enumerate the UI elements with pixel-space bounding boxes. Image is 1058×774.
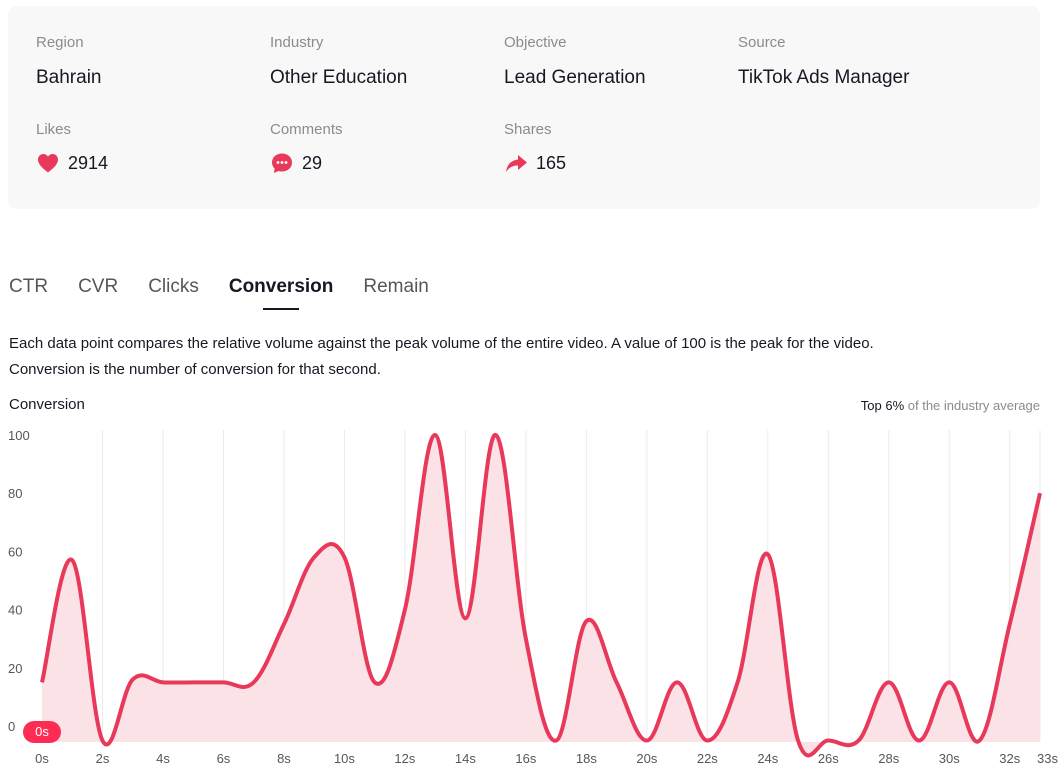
metric-tabs: CTR CVR Clicks Conversion Remain [9,276,459,310]
chart-description: Each data point compares the relative vo… [9,331,1039,383]
x-tick-label: 32s [999,751,1020,766]
region-value: Bahrain [36,67,102,88]
objective-value: Lead Generation [504,67,646,88]
x-tick-label: 8s [277,751,291,766]
chart-title: Conversion [9,396,85,413]
likes-label: Likes [36,121,72,138]
x-tick-label: 18s [576,751,597,766]
y-tick-label: 20 [8,661,22,676]
x-tick-label: 2s [96,751,110,766]
industry-cell: Industry Other Education [270,34,407,90]
y-tick-label: 60 [8,544,22,559]
shares-cell: Shares 165 [504,121,566,175]
shares-label: Shares [504,121,552,138]
x-tick-label: 0s [35,751,49,766]
x-tick-label: 10s [334,751,355,766]
tab-cvr[interactable]: CVR [78,276,119,297]
comments-label: Comments [270,121,343,138]
industry-rank-rest: of the industry average [904,398,1040,413]
likes-value: 2914 [68,152,109,173]
x-tick-label: 6s [217,751,231,766]
comments-value: 29 [302,152,323,173]
source-label: Source [738,34,786,51]
tab-remain[interactable]: Remain [363,276,429,297]
x-tick-label: 14s [455,751,476,766]
x-tick-label: 33s [1037,751,1058,766]
source-value: TikTok Ads Manager [738,67,910,88]
objective-cell: Objective Lead Generation [504,34,646,90]
y-tick-label: 40 [8,603,22,618]
tab-clicks[interactable]: Clicks [148,276,199,297]
tab-conversion[interactable]: Conversion [229,276,333,310]
region-cell: Region Bahrain [36,34,102,90]
x-tick-label: 24s [757,751,778,766]
tab-ctr[interactable]: CTR [9,276,49,297]
ad-info-card: Region Bahrain Industry Other Education … [8,6,1040,209]
description-line-2: Conversion is the number of conversion f… [9,361,381,378]
x-tick-label: 26s [818,751,839,766]
heart-icon [38,154,58,173]
industry-rank: Top 6% of the industry average [861,398,1040,413]
share-icon [506,155,527,172]
source-cell: Source TikTok Ads Manager [738,34,909,90]
description-line-1: Each data point compares the relative vo… [9,335,874,352]
x-tick-label: 20s [636,751,657,766]
playhead-badge[interactable] [23,721,61,743]
playhead-time: 0s [35,724,49,739]
industry-value: Other Education [270,67,408,88]
x-tick-label: 22s [697,751,718,766]
x-tick-label: 16s [515,751,536,766]
industry-label: Industry [270,34,324,51]
comment-icon [272,153,292,173]
conversion-area [42,434,1040,756]
likes-cell: Likes 2914 [36,121,108,175]
industry-rank-top: Top 6% [860,398,905,413]
conversion-line [40,432,1042,758]
x-tick-label: 12s [394,751,415,766]
objective-label: Objective [504,34,567,51]
comments-cell: Comments 29 [270,121,343,175]
x-tick-label: 30s [939,751,960,766]
y-tick-label: 100 [8,428,30,443]
x-tick-label: 4s [156,751,170,766]
conversion-chart: 0 20 40 60 80 100 0s 2s 4s 6s 8s 10s 12s 14s 16s 18s 20… [8,428,1058,766]
y-tick-label: 0 [8,719,15,734]
x-tick-label: 28s [878,751,899,766]
region-label: Region [36,34,84,51]
shares-value: 165 [536,152,567,173]
y-tick-label: 80 [8,486,22,501]
